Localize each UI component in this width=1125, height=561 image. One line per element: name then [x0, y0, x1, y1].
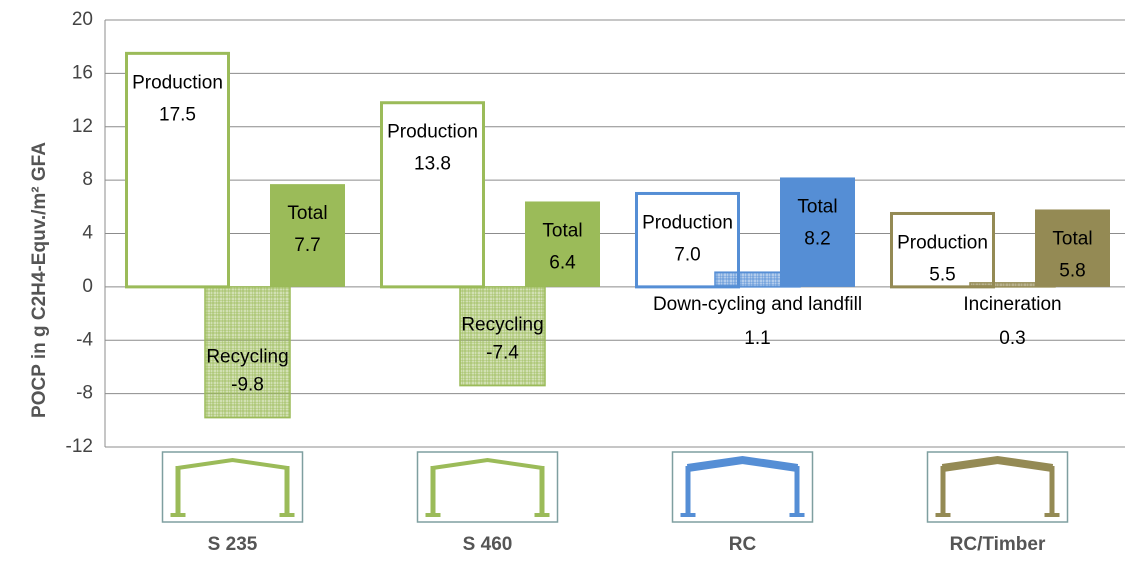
bar — [525, 201, 600, 287]
bar — [125, 51, 230, 289]
bar-label: Down-cycling and landfill — [653, 294, 862, 315]
bar-label: Recycling — [206, 347, 288, 368]
y-tick-label: 16 — [72, 62, 93, 83]
y-tick-label: -12 — [66, 436, 93, 457]
bar-label: Incineration — [963, 294, 1061, 315]
value-label: 6.4 — [549, 252, 576, 273]
value-label: 7.0 — [674, 244, 700, 265]
category-icon — [416, 451, 559, 523]
bar — [270, 184, 345, 287]
bar — [1035, 209, 1110, 287]
value-label: 5.8 — [1059, 260, 1085, 281]
y-tick-label: 20 — [72, 9, 93, 30]
y-tick-label: 12 — [72, 116, 93, 137]
category-icon — [926, 451, 1069, 523]
y-tick-label: -4 — [76, 329, 93, 350]
y-axis-title: POCP in g C2H4-Equv./m² GFA — [29, 142, 50, 418]
bar — [459, 286, 546, 387]
bar-label: Total — [1052, 228, 1092, 249]
bar — [380, 101, 485, 289]
value-label: 13.8 — [414, 154, 451, 175]
y-tick-label: 8 — [82, 169, 93, 190]
bar — [204, 286, 291, 419]
bar-label: Total — [797, 196, 837, 217]
category-icon — [671, 451, 814, 523]
value-label: -7.4 — [486, 343, 519, 364]
bar-label: Total — [287, 203, 327, 224]
x-tick-label: S 460 — [463, 534, 513, 555]
x-tick-label: RC — [729, 534, 757, 555]
value-label: -9.8 — [231, 375, 264, 396]
bar — [780, 177, 855, 287]
value-label: 1.1 — [744, 328, 770, 349]
y-tick-label: 0 — [82, 276, 93, 297]
bar-label: Production — [897, 233, 988, 254]
y-tick-label: -8 — [76, 383, 93, 404]
value-label: 17.5 — [159, 104, 196, 125]
bar-label: Total — [542, 220, 582, 241]
bar-label: Production — [132, 72, 223, 93]
y-tick-label: 4 — [82, 223, 93, 244]
x-tick-label: RC/Timber — [950, 534, 1046, 555]
bar-label: Production — [387, 122, 478, 143]
category-icon — [161, 451, 304, 523]
value-label: 5.5 — [929, 265, 955, 286]
value-label: 0.3 — [999, 328, 1025, 349]
value-label: 8.2 — [804, 228, 830, 249]
x-tick-label: S 235 — [208, 534, 258, 555]
bar — [890, 211, 995, 289]
bar-label: Production — [642, 212, 733, 233]
value-label: 7.7 — [294, 235, 320, 256]
bar-label: Recycling — [461, 315, 543, 336]
bar — [635, 191, 740, 289]
